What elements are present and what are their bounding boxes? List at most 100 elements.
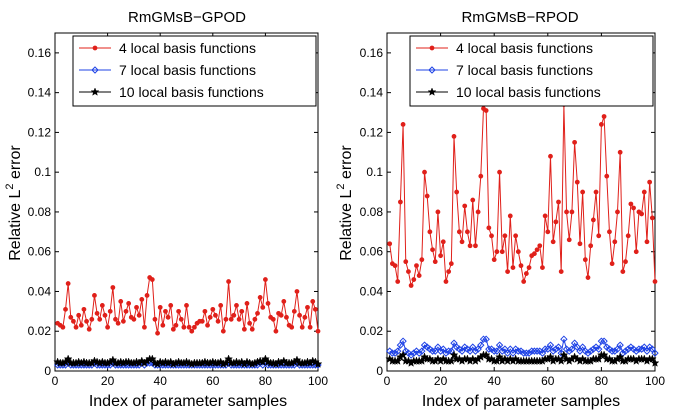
data-point — [210, 306, 216, 312]
data-point — [566, 237, 572, 243]
data-point — [586, 347, 595, 355]
data-point — [651, 349, 659, 357]
legend-label: 7 local basis functions — [119, 62, 256, 78]
data-point — [435, 209, 441, 215]
data-point — [490, 347, 498, 355]
data-point — [444, 347, 453, 355]
data-point — [181, 324, 187, 330]
data-point — [315, 328, 321, 334]
data-point — [105, 324, 110, 330]
data-point — [297, 312, 302, 318]
legend-label: 4 local basis functions — [119, 40, 256, 56]
data-point — [624, 345, 632, 353]
data-point — [542, 213, 548, 219]
legend-label: 10 local basis functions — [456, 84, 601, 100]
data-point — [588, 243, 594, 249]
data-point — [650, 358, 660, 367]
data-point — [411, 277, 417, 282]
y-axis-label-prefix: Relative L — [338, 190, 355, 261]
data-point — [249, 326, 255, 332]
data-point — [395, 279, 401, 284]
data-point — [403, 259, 409, 265]
data-point — [289, 324, 295, 330]
data-point — [550, 239, 556, 245]
data-point — [471, 347, 480, 355]
data-point — [621, 347, 630, 355]
series-layer — [385, 102, 660, 367]
data-point — [310, 299, 316, 304]
data-point — [649, 215, 655, 221]
data-point — [572, 139, 577, 145]
y-tick-label: 0.08 — [28, 205, 52, 219]
data-point — [475, 209, 481, 215]
data-point — [459, 239, 465, 245]
data-point — [528, 347, 536, 355]
data-point — [597, 337, 606, 345]
x-tick-label: 20 — [434, 374, 448, 388]
data-point — [438, 253, 444, 259]
data-point — [612, 239, 618, 245]
data-point — [523, 271, 529, 276]
data-point — [199, 318, 205, 324]
data-point — [152, 316, 158, 322]
data-point — [247, 320, 253, 326]
y-tick-label: 0 — [376, 364, 383, 378]
data-point — [585, 275, 591, 280]
data-point — [398, 350, 408, 359]
data-point — [186, 324, 192, 330]
y-tick-label: 0.06 — [360, 245, 384, 259]
data-point — [408, 283, 414, 288]
data-point — [522, 349, 531, 357]
data-point — [495, 352, 505, 361]
data-point — [560, 335, 568, 343]
data-point — [176, 308, 182, 314]
data-point — [514, 347, 523, 355]
data-point — [556, 199, 561, 205]
data-point — [78, 322, 84, 328]
y-tick-label: 0.06 — [28, 245, 52, 259]
legend-box — [409, 35, 654, 107]
data-point — [615, 352, 625, 361]
x-tick-label: 100 — [308, 374, 328, 388]
data-point — [394, 347, 402, 355]
data-point — [284, 314, 289, 320]
data-point — [590, 217, 596, 223]
data-point — [533, 347, 541, 355]
data-point — [470, 197, 476, 203]
y-axis-label: Relative L2 error — [4, 145, 24, 261]
data-point — [165, 314, 171, 320]
data-point — [462, 203, 468, 209]
data-point — [134, 304, 139, 310]
data-point — [526, 265, 532, 271]
data-point — [596, 233, 602, 239]
data-point — [263, 277, 268, 282]
x-axis-label: Index of parameter samples — [422, 393, 620, 410]
data-point — [635, 345, 643, 353]
data-point — [607, 229, 612, 235]
data-point — [63, 354, 73, 363]
data-point — [440, 239, 446, 245]
data-point — [236, 316, 242, 322]
series-dot — [387, 102, 658, 288]
data-point — [537, 243, 543, 249]
data-point — [633, 249, 639, 255]
axis-ticks: 0 20 40 60 80 100 0 0.02 0.04 0.06 0.08 0.1 0.12 0.14… — [28, 33, 328, 388]
data-point — [73, 324, 79, 330]
data-point — [502, 233, 508, 239]
data-point — [126, 301, 132, 306]
series-star — [385, 350, 660, 367]
data-point — [599, 122, 604, 127]
data-point — [446, 356, 456, 365]
data-point — [224, 354, 234, 363]
data-point — [584, 349, 592, 357]
data-point — [525, 349, 533, 357]
data-point — [418, 347, 426, 355]
data-point — [76, 312, 82, 318]
data-point — [565, 347, 573, 355]
data-point — [505, 269, 511, 274]
data-point — [632, 347, 640, 355]
y-tick-label: 0.16 — [28, 46, 52, 60]
data-point — [521, 279, 527, 284]
data-point — [123, 308, 129, 314]
data-point — [486, 225, 492, 231]
